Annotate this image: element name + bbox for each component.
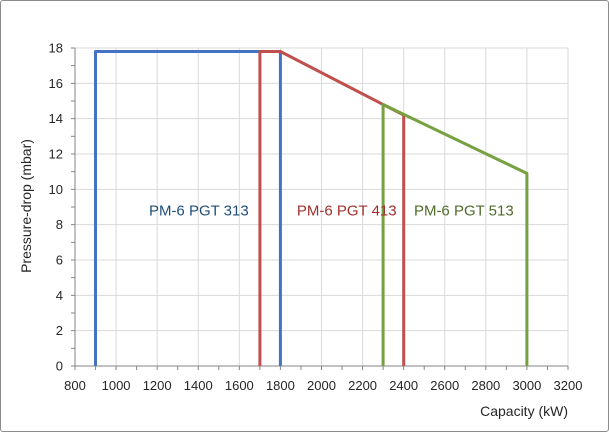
x-tick-label: 2600 xyxy=(430,378,459,393)
x-tick-label: 3000 xyxy=(512,378,541,393)
x-tick-label: 1800 xyxy=(266,378,295,393)
series-label-1: PM-6 PGT 313 xyxy=(149,203,249,220)
x-tick-label: 2000 xyxy=(307,378,336,393)
x-tick-label: 1000 xyxy=(102,378,131,393)
y-tick-label: 8 xyxy=(56,217,63,232)
x-tick-label: 1400 xyxy=(184,378,213,393)
y-tick-label: 18 xyxy=(49,41,63,56)
x-tick-label: 3200 xyxy=(554,378,583,393)
x-tick-label: 1200 xyxy=(143,378,172,393)
y-tick-label: 0 xyxy=(56,359,63,374)
x-tick-label: 2400 xyxy=(389,378,418,393)
x-tick-label: 800 xyxy=(64,378,86,393)
x-tick-label: 2800 xyxy=(471,378,500,393)
y-tick-label: 4 xyxy=(56,288,63,303)
y-tick-label: 6 xyxy=(56,253,63,268)
y-tick-label: 2 xyxy=(56,323,63,338)
y-axis-title: Pressure-drop (mbar) xyxy=(18,139,34,273)
data-series xyxy=(94,50,529,366)
y-tick-label: 10 xyxy=(49,182,63,197)
x-tick-label: 2200 xyxy=(348,378,377,393)
series-line-2 xyxy=(258,50,406,366)
y-tick-label: 12 xyxy=(49,147,63,162)
y-tick-label: 16 xyxy=(49,76,63,91)
annotations: PM-6 PGT 313 PM-6 PGT 413 PM-6 PGT 513 xyxy=(149,203,514,220)
x-axis-title: Capacity (kW) xyxy=(480,403,568,419)
series-label-3: PM-6 PGT 513 xyxy=(414,203,514,220)
series-line-1 xyxy=(94,50,282,366)
x-tick-label: 1600 xyxy=(225,378,254,393)
axes: 0 2 4 6 8 10 12 14 16 18 800 1000 1200 1400 1600 1800 20… xyxy=(49,41,583,394)
series-line-3 xyxy=(381,103,529,366)
y-tick-label: 14 xyxy=(49,111,63,126)
series-label-2: PM-6 PGT 413 xyxy=(297,203,397,220)
